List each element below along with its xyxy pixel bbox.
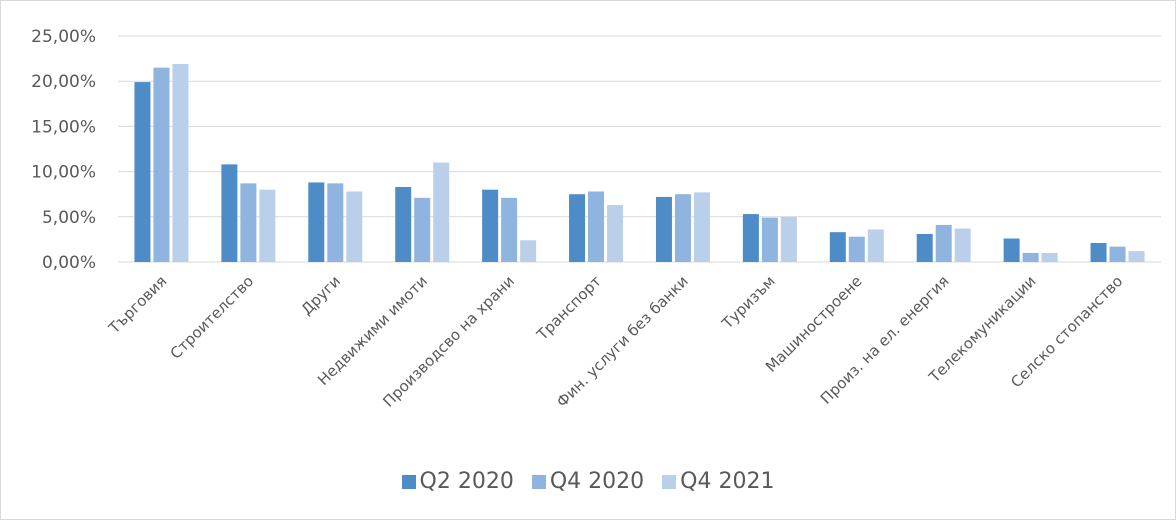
bar (221, 164, 238, 262)
x-category-label: Машиностроене (762, 272, 866, 376)
bar (569, 194, 586, 262)
y-tick-label: 20,00% (31, 72, 96, 92)
bar (240, 183, 257, 262)
bar (433, 162, 450, 262)
bars (134, 64, 1145, 262)
x-category-label: Туризъм (718, 272, 779, 333)
x-category-label: Други (298, 272, 344, 318)
bar (780, 216, 797, 262)
bar (520, 240, 537, 262)
bar (1022, 252, 1039, 262)
legend-swatch (401, 474, 416, 489)
x-category-label: Строителство (167, 272, 258, 363)
bar (414, 197, 431, 262)
bar (172, 64, 189, 262)
bar (1003, 238, 1020, 262)
x-category-label: Търговия (105, 272, 171, 338)
legend-item: Q2 2020 (401, 469, 514, 494)
bar (259, 189, 276, 262)
y-tick-label: 15,00% (31, 117, 96, 137)
bar (1109, 246, 1126, 262)
bar (153, 67, 170, 262)
gridlines (118, 35, 1161, 263)
y-tick-label: 5,00% (42, 208, 96, 228)
y-tick-label: 10,00% (31, 163, 96, 183)
bar (867, 229, 884, 262)
bar (742, 214, 759, 262)
bar (395, 186, 412, 262)
bar (501, 197, 518, 262)
bar (1128, 251, 1145, 262)
x-category-label: Транспорт (533, 272, 605, 344)
bar (954, 228, 971, 262)
bar (829, 232, 846, 262)
legend-item: Q4 2020 (531, 469, 645, 494)
bar (482, 189, 499, 262)
bar (134, 82, 151, 262)
bar (935, 224, 952, 262)
legend: Q2 2020 Q4 2020 Q4 2021 (1, 469, 1175, 494)
bar (346, 191, 363, 262)
y-tick-label: 0,00% (42, 253, 96, 273)
bar (607, 205, 624, 262)
bar (655, 196, 672, 262)
bar (327, 183, 344, 262)
y-tick-label: 25,00% (31, 27, 96, 47)
legend-swatch (662, 474, 677, 489)
y-axis-tick-labels: 0,00% 5,00% 10,00% 15,00% 20,00% 25,00% (31, 27, 96, 273)
legend-label: Q4 2020 (549, 469, 645, 494)
legend-item: Q4 2021 (662, 469, 774, 494)
bar (588, 191, 605, 262)
legend-label: Q4 2021 (680, 469, 775, 494)
bar (1041, 252, 1058, 262)
legend-label: Q2 2020 (419, 469, 514, 494)
bar (674, 194, 691, 262)
bar (693, 192, 710, 262)
legend-swatch (531, 474, 546, 489)
bar (308, 182, 325, 262)
bar (1090, 243, 1107, 262)
bar (916, 233, 933, 262)
bar (761, 217, 778, 262)
bar (848, 236, 865, 262)
